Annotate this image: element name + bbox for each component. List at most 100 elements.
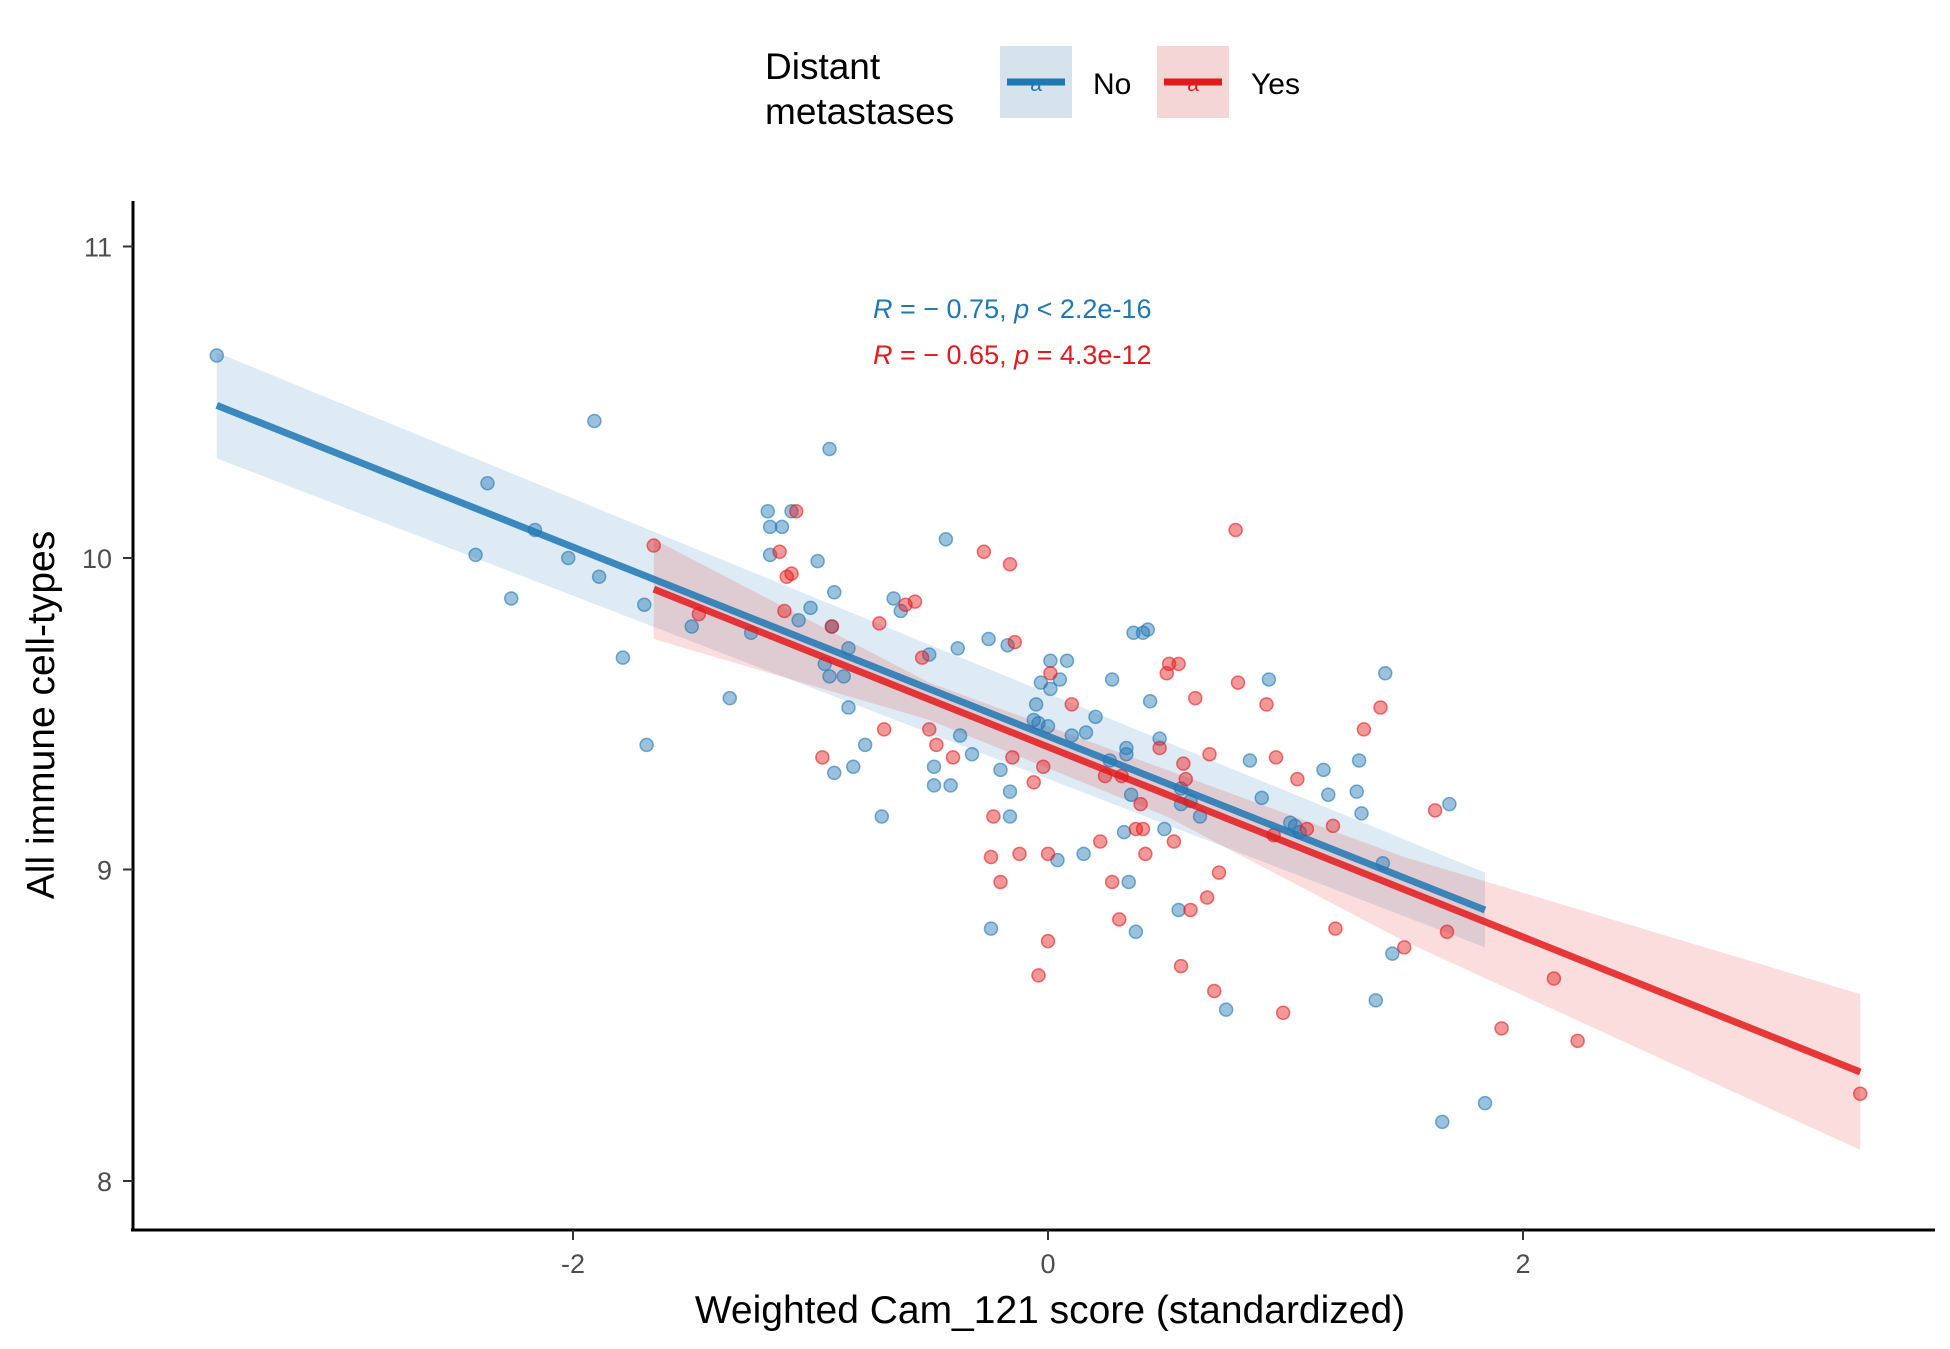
- point-no: [774, 519, 790, 535]
- point-no: [722, 690, 737, 706]
- point-no: [964, 746, 980, 762]
- point-no: [1059, 653, 1075, 669]
- point-no: [1121, 874, 1136, 890]
- point-no: [1378, 666, 1393, 681]
- point-no: [803, 600, 818, 616]
- point-no: [1316, 762, 1331, 778]
- point-yes: [1178, 771, 1193, 787]
- point-yes: [1268, 750, 1284, 765]
- point-no: [1142, 694, 1158, 709]
- fit-line-no: [215, 402, 1487, 914]
- point-no: [950, 641, 965, 656]
- legend-label-yes: Yes: [1251, 68, 1300, 101]
- axes: 8 9 10 11 -2 0 2 Weighted Cam_121 score (stan…: [20, 201, 1935, 1332]
- point-yes: [1188, 690, 1203, 706]
- point-no: [1119, 740, 1134, 756]
- correlation-annotations: R = − 0.75, p < 2.2e-16 R = − 0.65, p = 4…: [873, 294, 1151, 370]
- point-no: [1116, 824, 1132, 840]
- point-yes: [983, 849, 999, 865]
- point-no: [637, 597, 652, 612]
- point-no: [1171, 902, 1186, 918]
- point-no: [1140, 622, 1155, 637]
- point-yes: [777, 603, 792, 619]
- y-tick-label: 11: [84, 233, 112, 263]
- point-no: [1261, 672, 1277, 687]
- legend-key-glyph-no: a: [1030, 73, 1042, 96]
- point-yes: [1259, 697, 1274, 712]
- point-no: [993, 762, 1008, 778]
- point-no: [1078, 725, 1094, 740]
- point-yes: [772, 544, 787, 560]
- point-yes: [1112, 912, 1127, 927]
- point-no: [591, 569, 607, 584]
- point-yes: [1397, 940, 1412, 955]
- x-tick-label: -2: [561, 1249, 585, 1279]
- point-yes: [993, 874, 1008, 890]
- correlation-annotation-yes: R = − 0.65, p = 4.3e-12: [873, 340, 1151, 370]
- point-no: [874, 809, 889, 824]
- point-no: [822, 441, 837, 457]
- point-no: [1385, 946, 1400, 961]
- point-no: [1000, 637, 1015, 653]
- point-no: [1442, 796, 1457, 812]
- point-yes: [1439, 924, 1455, 940]
- point-no: [1104, 672, 1120, 687]
- point-no: [762, 519, 778, 535]
- point-no: [684, 619, 699, 634]
- point-yes: [1031, 968, 1046, 983]
- point-no: [504, 591, 519, 606]
- point-no: [209, 348, 224, 363]
- point-yes: [1211, 865, 1227, 880]
- point-yes: [1026, 775, 1041, 790]
- point-no: [468, 547, 483, 563]
- y-tick-label: 8: [97, 1167, 112, 1197]
- point-yes: [1040, 933, 1056, 949]
- point-no: [1242, 753, 1258, 768]
- x-tick-label: 0: [1040, 1249, 1055, 1279]
- confidence-band-yes: [653, 539, 1861, 1150]
- point-no: [480, 475, 495, 491]
- point-yes: [1166, 834, 1182, 849]
- legend: Distant metastases a No a Yes: [765, 46, 1300, 132]
- point-no: [1157, 821, 1172, 837]
- point-yes: [789, 504, 804, 519]
- point-yes: [1005, 750, 1020, 765]
- correlation-annotation-no: R = − 0.75, p < 2.2e-16: [873, 294, 1151, 324]
- point-no: [615, 650, 631, 665]
- point-no: [943, 778, 958, 793]
- point-yes: [784, 566, 799, 581]
- point-no: [841, 700, 856, 715]
- point-no: [1128, 924, 1144, 940]
- point-yes: [1228, 522, 1243, 538]
- point-yes: [1570, 1033, 1585, 1049]
- point-no: [1477, 1095, 1493, 1111]
- point-yes: [1427, 803, 1443, 818]
- y-axis-title: All immune cell-types: [20, 531, 63, 899]
- point-no: [981, 631, 996, 647]
- point-yes: [1002, 556, 1018, 572]
- point-yes: [1135, 821, 1151, 837]
- point-no: [1088, 709, 1103, 725]
- point-no: [836, 669, 851, 684]
- point-no: [926, 778, 942, 793]
- legend-title-line1: Distant: [765, 46, 881, 87]
- point-no: [760, 504, 775, 519]
- point-yes: [922, 722, 937, 737]
- point-no: [827, 765, 842, 781]
- point-no: [1218, 1002, 1234, 1017]
- legend-title-line2: metastases: [765, 91, 954, 132]
- point-yes: [1138, 846, 1153, 862]
- regression-lines: [215, 402, 1862, 1076]
- point-no: [1435, 1114, 1450, 1130]
- point-yes: [1064, 697, 1079, 712]
- point-yes: [815, 750, 830, 765]
- point-yes: [1494, 1021, 1509, 1036]
- point-yes: [1230, 675, 1246, 690]
- point-yes: [1173, 958, 1189, 974]
- point-yes: [1043, 666, 1058, 681]
- point-yes: [1202, 746, 1217, 762]
- point-yes: [1328, 921, 1343, 936]
- point-yes: [1133, 796, 1148, 812]
- point-yes: [1199, 890, 1215, 905]
